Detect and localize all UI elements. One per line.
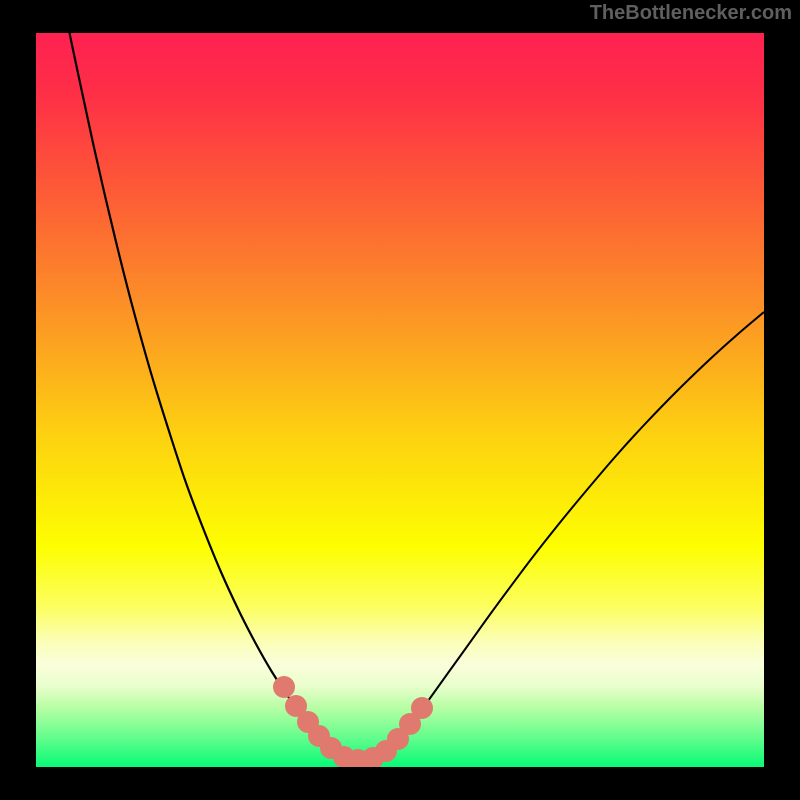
marker-dot <box>273 676 295 698</box>
bottleneck-curve-chart <box>0 0 800 800</box>
marker-dot <box>411 697 433 719</box>
chart-container: TheBottlenecker.com <box>0 0 800 800</box>
watermark-text: TheBottlenecker.com <box>590 2 792 25</box>
plot-gradient-background <box>36 33 764 767</box>
